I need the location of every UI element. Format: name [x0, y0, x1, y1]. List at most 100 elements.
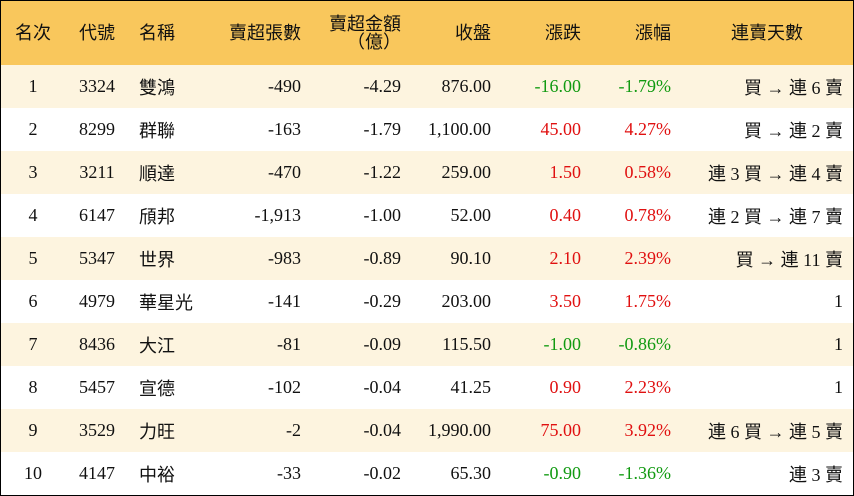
table-cell: 5457: [79, 377, 115, 397]
table-cell: 0.78%: [624, 205, 672, 225]
header-cell: 名稱: [129, 1, 211, 65]
table-row: 3 3211 順達 -470 -1.22 259.00 1.50 0.58% 連 3 買 → 連…: [1, 151, 853, 194]
table-cell: 2.23%: [624, 377, 672, 397]
table-row: 1 3324 雙鴻 -490 -4.29 876.00 -16.00 -1.79% 買 → 連 …: [1, 65, 853, 108]
header-row: 名次 代號 名稱 賣超張數 賣超金額 （億） 收盤 漲跌 漲幅 連賣天數: [1, 1, 853, 65]
table-cell: 876.00: [411, 65, 501, 108]
table-cell: 順達: [129, 151, 211, 194]
table-row: 9 3529 力旺 -2 -0.04 1,990.00 75.00 3.92% 連 6 買 → …: [1, 409, 853, 452]
table-cell: 4979: [79, 291, 115, 311]
table-cell: 連 3 賣: [789, 464, 843, 485]
table-cell: 雙鴻: [129, 65, 211, 108]
table-cell: 1: [1, 65, 65, 108]
table-cell: 買 → 連 11 賣: [681, 237, 853, 280]
table-row: 7 8436 大江 -81 -0.09 115.50 -1.00 -0.86% 1: [1, 323, 853, 366]
table-cell: 群聯: [139, 120, 175, 141]
table-cell: 5: [1, 237, 65, 280]
table-cell: -102: [268, 377, 301, 397]
table-cell: 1: [681, 323, 853, 366]
table-cell: 0.40: [549, 205, 582, 225]
table-cell: 52.00: [450, 205, 492, 225]
table-cell: -0.02: [363, 463, 402, 483]
table-cell: -983: [211, 237, 311, 280]
table-cell: 宣德: [139, 378, 175, 399]
table-row: 4 6147 頎邦 -1,913 -1.00 52.00 0.40 0.78% 連 2 買 → …: [1, 194, 853, 237]
table-cell: -81: [211, 323, 311, 366]
table-cell: 75.00: [501, 409, 591, 452]
table-cell: -470: [211, 151, 311, 194]
table-cell: 0.58%: [591, 151, 681, 194]
table-cell: 9: [1, 409, 65, 452]
table-cell: 115.50: [411, 323, 501, 366]
table-cell: 4.27%: [624, 119, 672, 139]
header-cell: 連賣天數: [681, 1, 853, 65]
table-cell: 連 2 買 → 連 7 賣: [708, 206, 843, 227]
table-cell: -163: [268, 119, 301, 139]
header-cell: 賣超金額 （億）: [311, 1, 411, 65]
table-cell: 1.75%: [624, 291, 672, 311]
table-cell: 8: [28, 377, 38, 397]
table-cell: 2: [28, 119, 38, 139]
table-cell: 3211: [65, 151, 129, 194]
table-cell: -0.90: [543, 463, 582, 483]
table-cell: -1.00: [501, 323, 591, 366]
table-cell: 3.50: [549, 291, 582, 311]
table-cell: 世界: [129, 237, 211, 280]
table-cell: 45.00: [540, 119, 582, 139]
table-cell: 華星光: [139, 292, 193, 313]
header-cell: 代號: [65, 1, 129, 65]
table-cell: 買 → 連 2 賣: [744, 120, 843, 141]
table-cell: 4147: [79, 463, 115, 483]
table-cell: 6: [28, 291, 38, 311]
table-cell: 259.00: [411, 151, 501, 194]
table-cell: 203.00: [441, 291, 492, 311]
table-cell: 10: [24, 463, 42, 483]
table-row: 8 5457 宣德 -102 -0.04 41.25 0.90 2.23% 1: [1, 366, 853, 409]
table-cell: -0.89: [311, 237, 411, 280]
table-cell: 買 → 連 6 賣: [681, 65, 853, 108]
table-cell: 連 3 買 → 連 4 賣: [681, 151, 853, 194]
header-cell: 漲跌: [501, 1, 591, 65]
table-cell: -33: [277, 463, 301, 483]
table-cell: 3.92%: [591, 409, 681, 452]
table-cell: -141: [268, 291, 301, 311]
table-cell: -2: [211, 409, 311, 452]
table-row: 5 5347 世界 -983 -0.89 90.10 2.10 2.39% 買 → 連 11 賣: [1, 237, 853, 280]
header-cell: 賣超張數: [211, 1, 311, 65]
table-cell: 8436: [65, 323, 129, 366]
header-cell: 收盤: [411, 1, 501, 65]
table-cell: 中裕: [139, 464, 175, 485]
table-cell: 3: [1, 151, 65, 194]
table-cell: -0.29: [363, 291, 402, 311]
table-cell: 力旺: [129, 409, 211, 452]
table-cell: 大江: [129, 323, 211, 366]
table-cell: -1,913: [254, 205, 302, 225]
table-cell: 4: [28, 205, 38, 225]
table-cell: -1.22: [311, 151, 411, 194]
table-cell: 0.90: [549, 377, 582, 397]
header-cell: 名次: [1, 1, 65, 65]
table-cell: 65.30: [450, 463, 492, 483]
table-cell: -1.79%: [591, 65, 681, 108]
table-row: 6 4979 華星光 -141 -0.29 203.00 3.50 1.75% 1: [1, 280, 853, 323]
table-cell: 3529: [65, 409, 129, 452]
table-cell: -0.09: [311, 323, 411, 366]
table-cell: -0.04: [363, 377, 402, 397]
table-row: 2 8299 群聯 -163 -1.79 1,100.00 45.00 4.27% 買 → 連 …: [1, 108, 853, 151]
table-body: 1 3324 雙鴻 -490 -4.29 876.00 -16.00 -1.79% 買 → 連 …: [1, 65, 853, 495]
table-cell: 1.50: [501, 151, 591, 194]
table-cell: 90.10: [411, 237, 501, 280]
table-cell: -0.04: [311, 409, 411, 452]
table-cell: -0.86%: [591, 323, 681, 366]
table-cell: 2.10: [501, 237, 591, 280]
table-cell: -490: [211, 65, 311, 108]
table-cell: -4.29: [311, 65, 411, 108]
table-cell: 1,100.00: [428, 119, 491, 139]
table-row: 10 4147 中裕 -33 -0.02 65.30 -0.90 -1.36% 連 3 賣: [1, 452, 853, 495]
table-cell: 1,990.00: [411, 409, 501, 452]
table-cell: 41.25: [450, 377, 492, 397]
table-cell: 1: [834, 291, 843, 311]
table-cell: -1.79: [363, 119, 402, 139]
